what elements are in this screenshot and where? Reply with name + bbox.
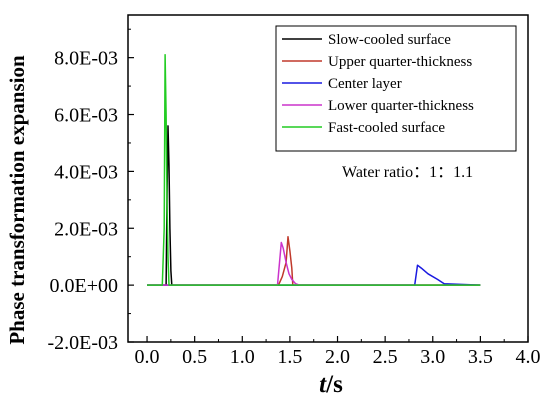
plot-frame (127, 14, 529, 343)
x-tick-label: 3.0 (420, 346, 445, 368)
y-tick-label: 6.0E-03 (54, 105, 118, 127)
y-tick-label: 2.0E-03 (54, 218, 118, 240)
series-line-lower-quarter-thickness (147, 241, 481, 286)
y-tick-label: -2.0E-03 (47, 332, 118, 354)
x-tick-label: 0.0 (135, 346, 160, 368)
y-axis-title: Phase transformation expansion (5, 55, 29, 345)
legend-box (275, 25, 517, 152)
series-lines (147, 54, 481, 286)
y-tick-label: 0.0E+00 (50, 275, 119, 297)
legend-entry-label: Upper quarter-thickness (328, 54, 472, 70)
legend-entry-label: Center layer (328, 76, 402, 92)
x-axis-title-unit: /s (325, 371, 343, 398)
legend-entry-label: Slow-cooled surface (328, 32, 451, 48)
x-axis-title: t/s (319, 371, 343, 398)
x-tick-label: 2.0 (325, 346, 350, 368)
x-tick-label: 2.5 (373, 346, 398, 368)
series-line-upper-quarter-thickness (147, 236, 481, 286)
x-tick-labels: 0.0 0.5 1.0 1.5 2.0 2.5 3.0 3.5 4.0 (135, 346, 541, 368)
x-axis-title-variable: t (319, 371, 327, 398)
water-ratio-annotation: Water ratio：1：1.1 (342, 164, 473, 181)
legend: Slow-cooled surface Upper quarter-thickne… (275, 25, 517, 152)
x-tick-label: 0.5 (182, 346, 207, 368)
legend-entry-label: Lower quarter-thickness (328, 98, 474, 114)
y-tick-label: 8.0E-03 (54, 48, 118, 70)
x-tick-label: 1.5 (277, 346, 302, 368)
series-line-fast-cooled-surface (147, 54, 481, 286)
x-tick-label: 3.5 (468, 346, 493, 368)
y-tick-labels: -2.0E-03 0.0E+00 2.0E-03 4.0E-03 6.0E-03 8.0E… (47, 48, 118, 354)
y-tick-label: 4.0E-03 (54, 161, 118, 183)
x-tick-label: 1.0 (230, 346, 255, 368)
axis-ticks (128, 28, 529, 343)
legend-entry-label: Fast-cooled surface (328, 120, 445, 136)
x-tick-label: 4.0 (516, 346, 541, 368)
series-line-center-layer (147, 264, 481, 286)
